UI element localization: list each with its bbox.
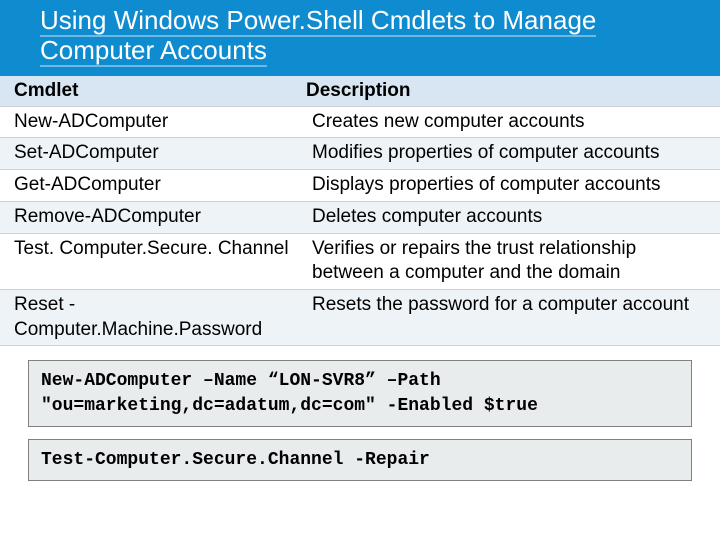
table-row: Get-ADComputerDisplays properties of com… xyxy=(0,170,720,202)
cmdlet-cell: Reset -Computer.Machine.Password xyxy=(0,289,298,345)
table-row: Set-ADComputerModifies properties of com… xyxy=(0,138,720,170)
description-cell: Displays properties of computer accounts xyxy=(298,170,720,202)
title-line2: Computer Accounts xyxy=(40,35,267,67)
description-cell: Modifies properties of computer accounts xyxy=(298,138,720,170)
cmdlet-cell: Test. Computer.Secure. Channel xyxy=(0,233,298,289)
cmdlet-cell: Remove-ADComputer xyxy=(0,201,298,233)
col-header-cmdlet: Cmdlet xyxy=(0,76,298,107)
table-row: Test. Computer.Secure. ChannelVerifies o… xyxy=(0,233,720,289)
table-row: New-ADComputerCreates new computer accou… xyxy=(0,106,720,138)
table-row: Reset -Computer.Machine.PasswordResets t… xyxy=(0,289,720,345)
description-cell: Creates new computer accounts xyxy=(298,106,720,138)
code-block: Test-Computer.Secure.Channel -Repair xyxy=(28,439,692,481)
cmdlet-table: Cmdlet Description New-ADComputerCreates… xyxy=(0,76,720,347)
description-cell: Deletes computer accounts xyxy=(298,201,720,233)
description-cell: Verifies or repairs the trust relationsh… xyxy=(298,233,720,289)
code-block: New-ADComputer –Name “LON-SVR8” –Path "o… xyxy=(28,360,692,427)
title-line1: Using Windows Power.Shell Cmdlets to Man… xyxy=(40,5,596,37)
table-header-row: Cmdlet Description xyxy=(0,76,720,107)
table-row: Remove-ADComputerDeletes computer accoun… xyxy=(0,201,720,233)
cmdlet-cell: Get-ADComputer xyxy=(0,170,298,202)
code-section: New-ADComputer –Name “LON-SVR8” –Path "o… xyxy=(0,346,720,481)
slide-title: Using Windows Power.Shell Cmdlets to Man… xyxy=(0,0,720,76)
col-header-description: Description xyxy=(298,76,720,107)
cmdlet-cell: Set-ADComputer xyxy=(0,138,298,170)
description-cell: Resets the password for a computer accou… xyxy=(298,289,720,345)
cmdlet-cell: New-ADComputer xyxy=(0,106,298,138)
